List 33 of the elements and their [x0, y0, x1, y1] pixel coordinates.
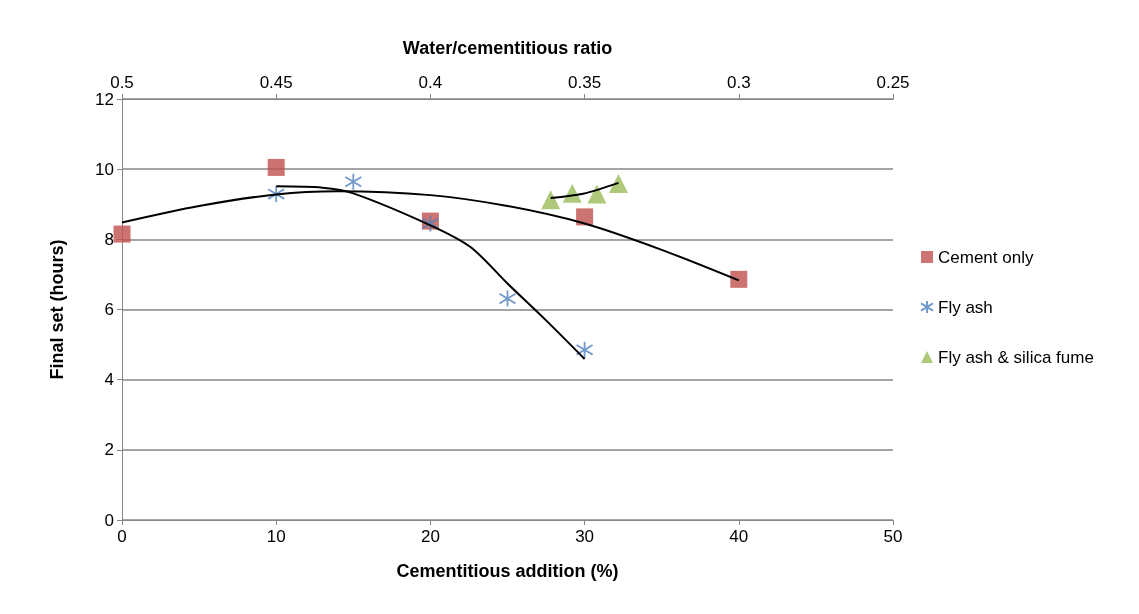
point	[498, 289, 517, 308]
x-tick-label: 40	[729, 527, 749, 546]
point	[344, 172, 363, 191]
x-tick-label: 10	[266, 527, 286, 546]
x2-tick-label: 0.25	[876, 73, 910, 92]
x2-tick-label: 0.35	[568, 73, 602, 92]
y-axis-title: Final set (hours)	[47, 239, 67, 380]
x2-tick-label: 0.45	[259, 73, 293, 92]
x-tick-label: 0	[117, 527, 127, 546]
legend-label: Fly ash	[938, 297, 993, 317]
point	[267, 158, 285, 176]
point	[576, 208, 594, 226]
point	[575, 340, 594, 359]
x-tick-label: 20	[420, 527, 440, 546]
legend-label: Fly ash & silica fume	[938, 347, 1094, 367]
x2-axis-title: Water/cementitious ratio	[402, 38, 613, 58]
x-tick-label: 30	[575, 527, 595, 546]
x-tick-label: 50	[883, 527, 903, 546]
point	[730, 270, 748, 288]
x2-tick-label: 0.3	[726, 73, 751, 92]
y-tick-label: 2	[104, 440, 114, 460]
y-tick-label: 10	[95, 159, 114, 179]
y-tick-label: 4	[104, 370, 114, 390]
x2-tick-label: 0.5	[110, 73, 134, 92]
legend-label: Cement only	[938, 247, 1034, 267]
y-tick-label: 12	[95, 89, 114, 109]
y-tick-label: 0	[104, 510, 114, 530]
x2-tick-label: 0.4	[418, 73, 443, 92]
point	[267, 185, 286, 203]
point	[113, 225, 131, 243]
y-tick-label: 6	[104, 300, 114, 319]
y-tick-label: 8	[104, 229, 114, 249]
x-axis-title: Cementitious addition (%)	[396, 561, 619, 581]
